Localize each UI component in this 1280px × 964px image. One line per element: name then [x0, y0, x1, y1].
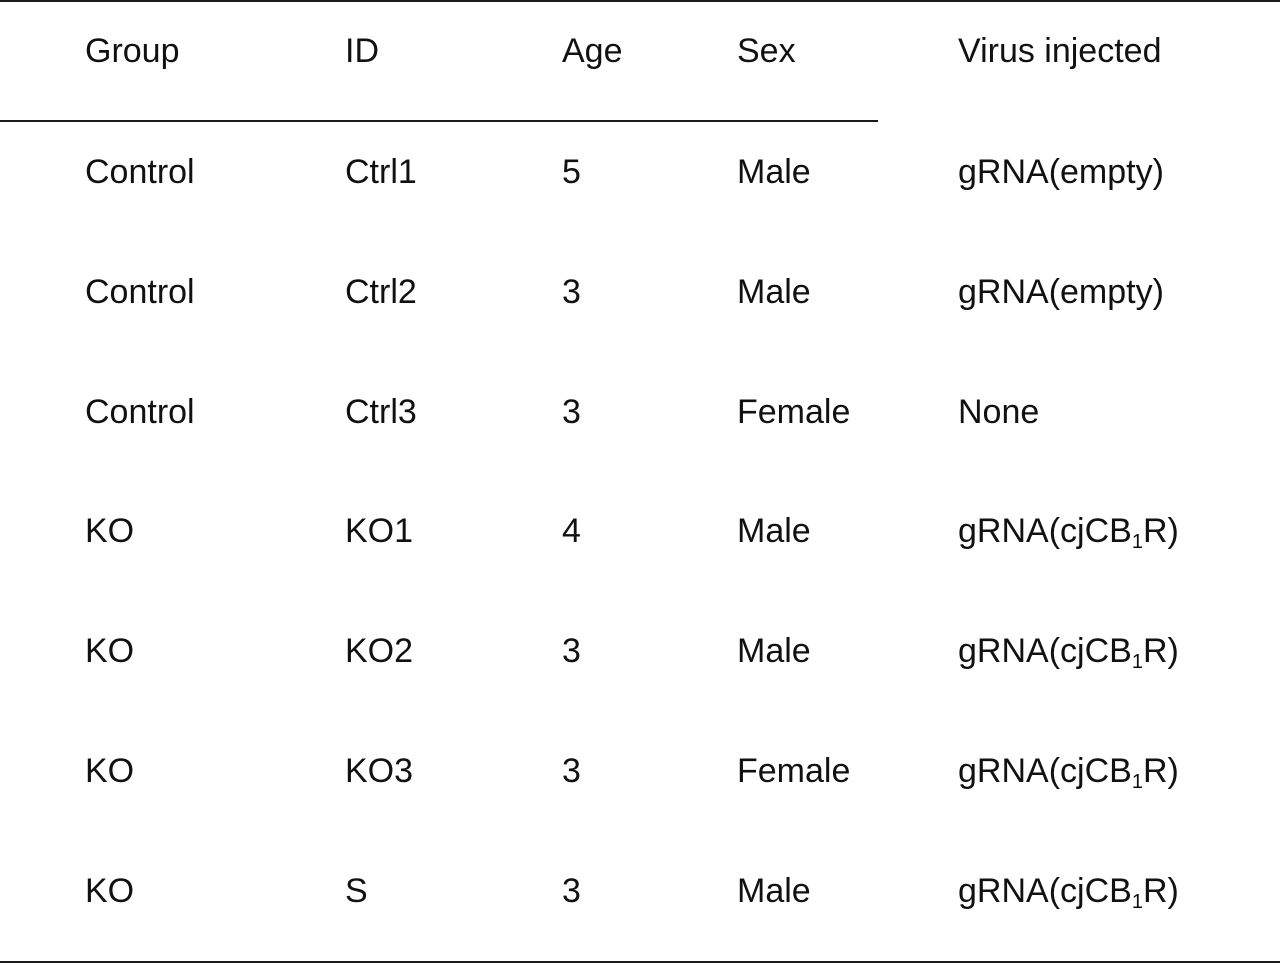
cell-age: 4 [562, 512, 581, 550]
cell-age: 5 [562, 153, 581, 191]
cell-virus: gRNA(cjCB1R) [958, 752, 1179, 793]
cell-id: Ctrl3 [345, 393, 417, 431]
cell-virus: None [958, 393, 1040, 431]
header-sex: Sex [737, 32, 796, 70]
header-id: ID [345, 32, 379, 70]
table-header-rule [0, 120, 878, 122]
cell-id: S [345, 872, 368, 910]
cell-sex: Female [737, 752, 851, 790]
cell-group: KO [85, 752, 135, 790]
cell-id: KO1 [345, 512, 414, 550]
cell-virus: gRNA(empty) [958, 153, 1164, 191]
cell-group: Control [85, 153, 195, 191]
cell-group: KO [85, 632, 135, 670]
cell-group: Control [85, 393, 195, 431]
cell-sex: Male [737, 632, 811, 670]
cell-age: 3 [562, 273, 581, 311]
cell-sex: Male [737, 872, 811, 910]
cell-id: Ctrl1 [345, 153, 417, 191]
header-virus-injected: Virus injected [958, 32, 1162, 70]
cell-sex: Male [737, 273, 811, 311]
cell-sex: Male [737, 512, 811, 550]
header-group: Group [85, 32, 180, 70]
cell-group: Control [85, 273, 195, 311]
table-bottom-rule [0, 961, 1280, 963]
cell-age: 3 [562, 393, 581, 431]
cell-virus: gRNA(cjCB1R) [958, 632, 1179, 673]
cell-age: 3 [562, 752, 581, 790]
cell-id: Ctrl2 [345, 273, 417, 311]
header-age: Age [562, 32, 623, 70]
table-top-rule [0, 0, 1280, 2]
cell-virus: gRNA(cjCB1R) [958, 872, 1179, 913]
cell-id: KO2 [345, 632, 414, 670]
cell-age: 3 [562, 632, 581, 670]
cell-virus: gRNA(empty) [958, 273, 1164, 311]
cell-age: 3 [562, 872, 581, 910]
cell-sex: Male [737, 153, 811, 191]
cell-virus: gRNA(cjCB1R) [958, 512, 1179, 553]
cell-group: KO [85, 872, 135, 910]
cell-id: KO3 [345, 752, 414, 790]
cell-sex: Female [737, 393, 851, 431]
cell-group: KO [85, 512, 135, 550]
